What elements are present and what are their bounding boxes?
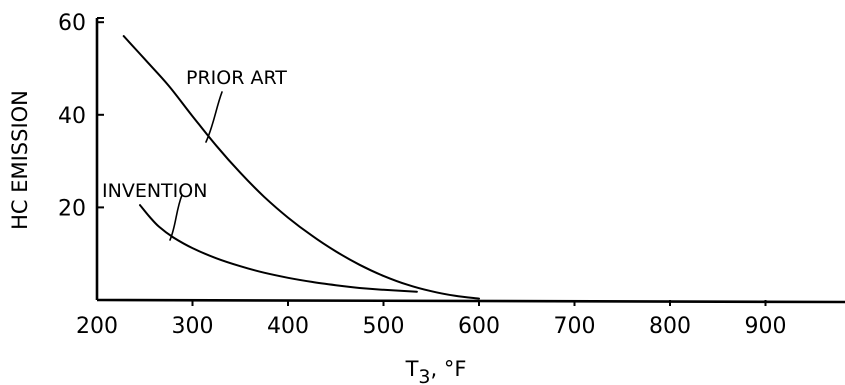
- y-axis-label: HC EMISSION: [8, 90, 32, 230]
- leader-prior-art: [205, 91, 223, 143]
- series-label-invention: INVENTION: [102, 180, 207, 202]
- series-line-invention: [139, 204, 418, 293]
- x-tick-label: 300: [172, 314, 214, 339]
- series-label-prior-art: PRIOR ART: [186, 67, 287, 89]
- ticks: 200 300 400 500 600 700 800 900 20 40 60: [58, 11, 787, 339]
- leader-invention: [169, 194, 183, 241]
- series-label-leaders: [169, 91, 223, 241]
- x-axis-label: T3, °F: [405, 357, 467, 385]
- x-tick-label: 700: [554, 314, 596, 339]
- x-tick-label: 400: [267, 314, 309, 339]
- x-tick-label: 500: [363, 314, 405, 339]
- y-tick-label: 40: [58, 104, 86, 129]
- y-tick-label: 20: [58, 196, 86, 221]
- y-tick-label: 60: [58, 11, 86, 36]
- x-tick-label: 800: [649, 314, 691, 339]
- x-tick-label: 600: [458, 314, 500, 339]
- x-tick-label: 200: [76, 314, 118, 339]
- series-line-prior-art: [122, 35, 480, 300]
- labels: PRIOR ART INVENTION T3, °F HC EMISSION: [8, 67, 466, 385]
- x-axis-line: [96, 298, 845, 304]
- x-tick-label: 900: [745, 314, 787, 339]
- axes: [95, 17, 845, 304]
- series-layer: [122, 35, 480, 300]
